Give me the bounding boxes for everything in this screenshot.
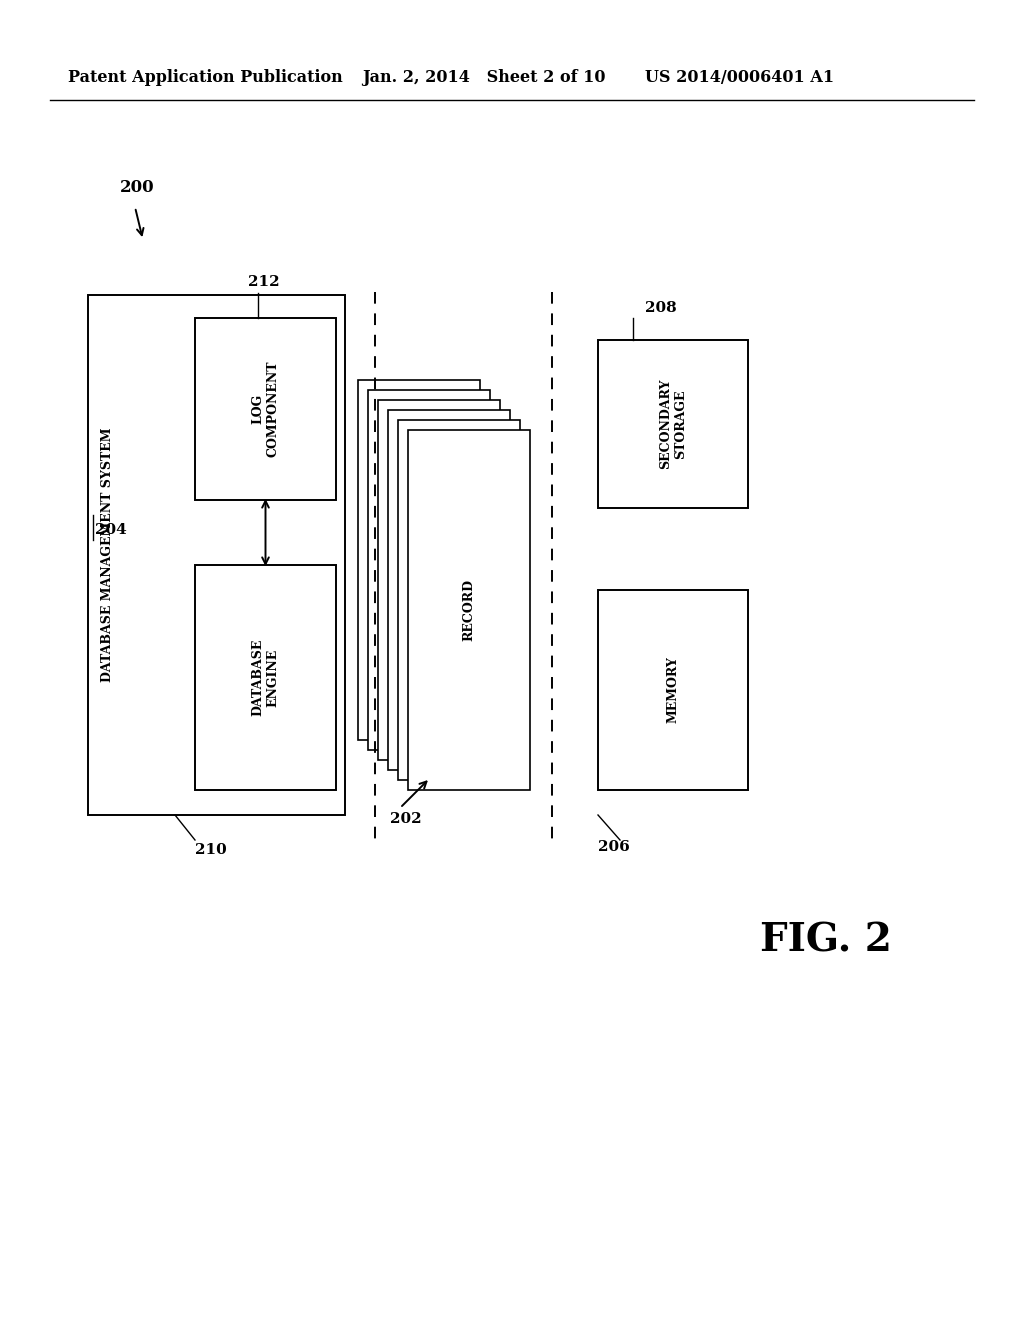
Text: RECORD: RECORD — [463, 579, 475, 642]
Text: SECONDARY
STORAGE: SECONDARY STORAGE — [659, 379, 687, 469]
Text: Patent Application Publication: Patent Application Publication — [68, 70, 343, 87]
Bar — [368, 389, 490, 750]
Text: US 2014/0006401 A1: US 2014/0006401 A1 — [645, 70, 835, 87]
Text: 208: 208 — [645, 301, 677, 315]
Text: LOG
COMPONENT: LOG COMPONENT — [252, 360, 280, 457]
Bar — [358, 380, 480, 741]
Bar — [598, 341, 748, 508]
Text: 202: 202 — [390, 812, 422, 826]
Bar — [408, 430, 530, 789]
Text: FIG. 2: FIG. 2 — [760, 921, 892, 960]
Bar — [378, 400, 500, 760]
Text: 200: 200 — [120, 180, 155, 197]
Text: DATABASE
ENGINE: DATABASE ENGINE — [252, 639, 280, 717]
Bar — [598, 590, 748, 789]
Bar — [398, 420, 520, 780]
Bar — [195, 318, 336, 500]
Text: MEMORY: MEMORY — [667, 656, 680, 723]
Bar — [388, 411, 510, 770]
Bar — [195, 565, 336, 789]
Text: Jan. 2, 2014   Sheet 2 of 10: Jan. 2, 2014 Sheet 2 of 10 — [362, 70, 605, 87]
Text: 210: 210 — [195, 843, 226, 857]
Bar — [88, 294, 345, 814]
Text: DATABASE MANAGEMENT SYSTEM: DATABASE MANAGEMENT SYSTEM — [101, 428, 115, 682]
Text: 204: 204 — [95, 523, 127, 537]
Text: 206: 206 — [598, 840, 630, 854]
Text: 212: 212 — [248, 275, 280, 289]
